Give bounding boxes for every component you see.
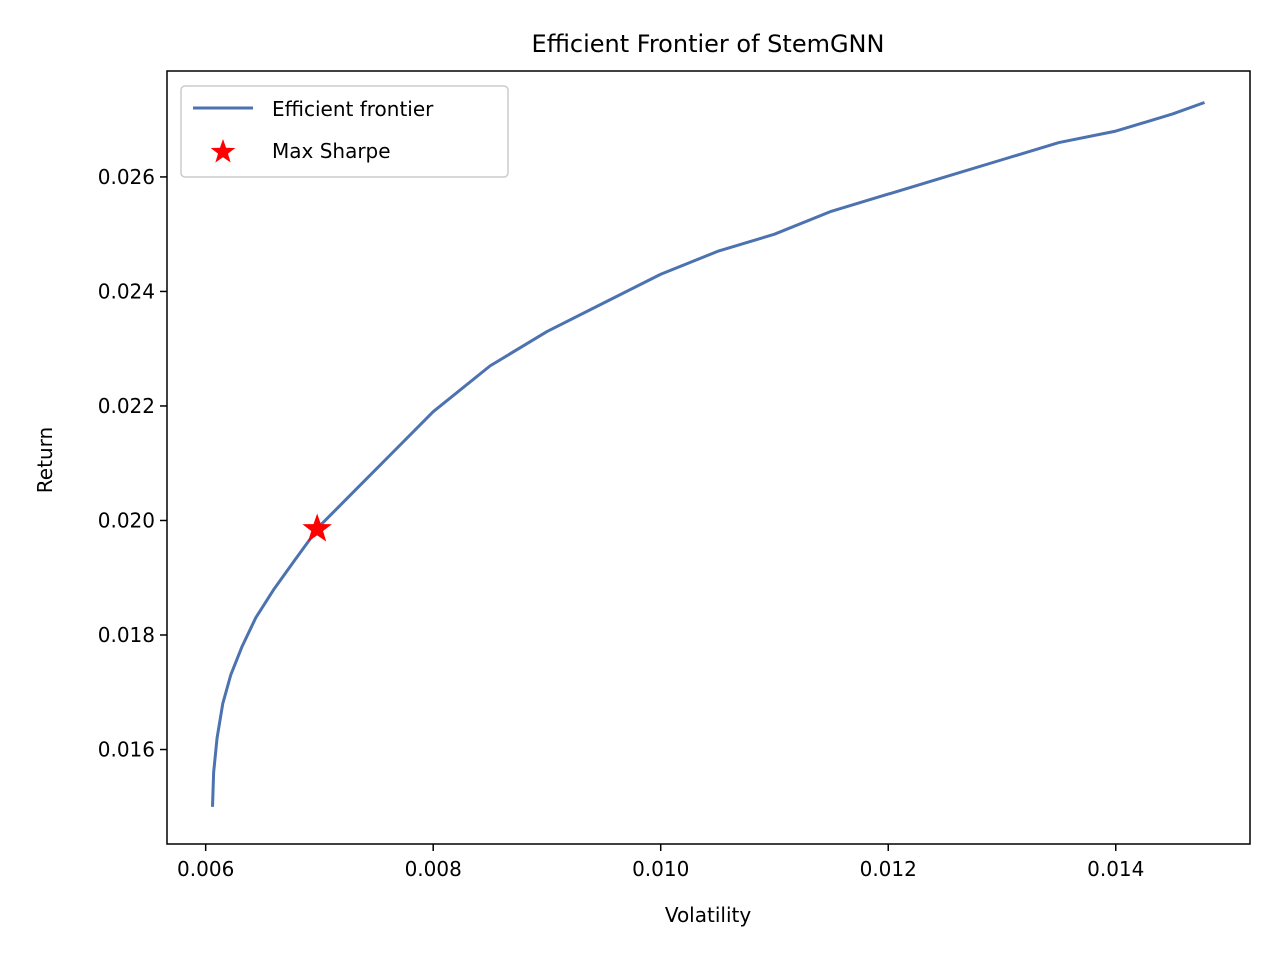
x-axis-label: Volatility [665,903,752,927]
legend-frontier-label: Efficient frontier [272,97,434,121]
y-tick-label: 0.024 [98,279,155,303]
y-tick-label: 0.020 [98,508,155,532]
x-tick-label: 0.014 [1087,857,1144,881]
y-tick-label: 0.018 [98,623,155,647]
plot-area: 0.006 0.008 0.010 0.012 0.014 0.016 0.018 0.020… [98,70,1251,881]
legend-max-sharpe-label: Max Sharpe [272,139,391,163]
x-tick-label: 0.006 [177,857,234,881]
x-tick-label: 0.008 [405,857,462,881]
x-tick-label: 0.012 [860,857,917,881]
y-tick-label: 0.016 [98,738,155,762]
max-sharpe-marker [302,513,332,542]
chart-title: Efficient Frontier of StemGNN [532,30,885,58]
legend: Efficient frontier Max Sharpe [180,85,509,178]
y-tick-label: 0.026 [98,165,155,189]
plot-frame [166,70,1251,845]
series-line-0 [211,101,1206,807]
y-tick-label: 0.022 [98,394,155,418]
legend-box [180,85,509,178]
x-tick-label: 0.010 [632,857,689,881]
legend-max-sharpe-swatch [210,139,236,163]
y-axis-label: Return [33,427,57,493]
